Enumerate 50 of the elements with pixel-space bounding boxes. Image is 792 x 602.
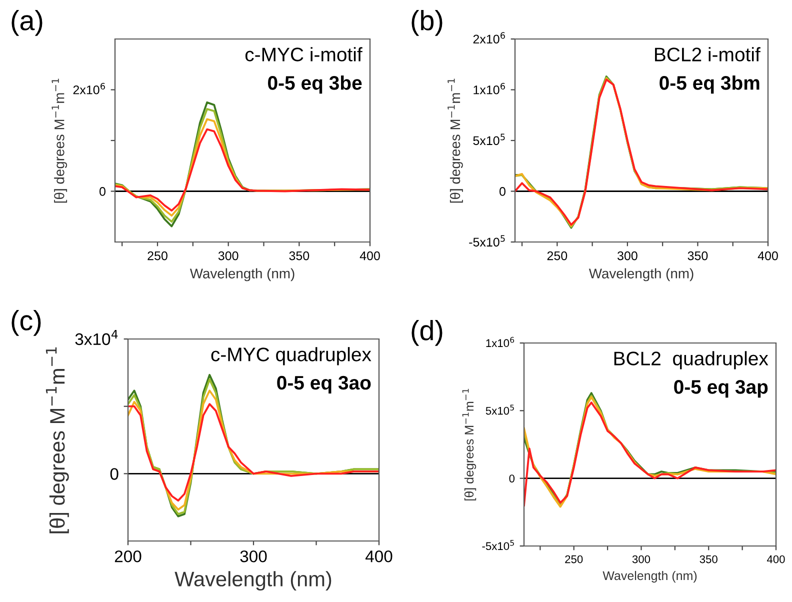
annotation: 0-5 eq 3bm	[660, 76, 760, 94]
y-tick-label: 2x10$^{6}$	[73, 82, 105, 94]
x-tick-label: 400	[360, 251, 380, 260]
x-axis-title: Wavelength (nm)	[190, 268, 294, 282]
x-tick-label: 350	[289, 251, 310, 260]
x-axis-title: Wavelength (nm)	[588, 268, 694, 282]
x-tick-label: 300	[218, 251, 238, 260]
x-tick-label: 400	[758, 251, 778, 260]
x-tick-label: 400	[365, 550, 392, 562]
annotation: c-MYC quadruplex	[211, 347, 372, 366]
x-axis-title: Wavelength (nm)	[602, 570, 697, 583]
y-axis-title: [θ] degrees M$^{−1}$m$^{−1}$	[462, 388, 476, 500]
x-axis-title: Wavelength (nm)	[174, 571, 332, 591]
y-tick-label: 0	[100, 187, 106, 196]
x-tick-label: 250	[565, 555, 583, 564]
annotation: 0-5 eq 3ao	[277, 376, 371, 394]
x-tick-label: 300	[617, 251, 638, 260]
x-tick-label: 300	[632, 555, 650, 564]
x-tick-label: 200	[114, 550, 142, 562]
x-tick-label: 400	[766, 555, 785, 564]
y-tick-label: -5x10$^{5}$	[469, 235, 505, 247]
annotation: BCL2 quadruplex	[614, 351, 768, 370]
y-axis-title: [θ] degrees M$^{−1}$m$^{−1}$	[46, 347, 69, 534]
y-tick-label: 1x10$^{6}$	[474, 82, 505, 94]
y-axis-title: [θ] degrees M$^{−1}$m$^{−1}$	[448, 78, 463, 203]
annotation: 0-5 eq 3ap	[674, 380, 768, 398]
annotation: c-MYC i-motif	[245, 47, 362, 62]
line-series	[115, 128, 370, 212]
x-tick-label: 300	[240, 550, 267, 562]
x-tick-label: 250	[547, 251, 568, 260]
y-axis-title: [θ] degrees M$^{−1}$m$^{−1}$	[52, 78, 68, 203]
chart-title: (d)	[412, 320, 442, 346]
annotation: BCL2 i-motif	[655, 47, 760, 62]
annotation: 0-5 eq 3be	[268, 76, 362, 94]
x-tick-label: 350	[700, 555, 718, 564]
y-tick-label: 5x10$^{5}$	[473, 134, 505, 146]
y-tick-label: -5x10$^{5}$	[482, 540, 514, 550]
chart-title: (a)	[12, 10, 42, 36]
x-tick-label: 250	[148, 251, 168, 260]
x-tick-label: 350	[688, 251, 708, 260]
y-tick-label: 0	[110, 468, 118, 480]
y-tick-label: 5x10$^{5}$	[486, 404, 514, 415]
line-series	[128, 403, 379, 502]
chart-title: (b)	[412, 10, 442, 36]
chart-title: (c)	[12, 310, 41, 336]
y-tick-label: 2x10$^{6}$	[473, 32, 505, 44]
y-tick-label: 1x10$^{6}$	[486, 336, 514, 348]
y-tick-label: 3x10$^{4}$	[75, 330, 118, 346]
y-tick-label: 0	[509, 474, 515, 482]
y-tick-label: 0	[500, 187, 506, 196]
